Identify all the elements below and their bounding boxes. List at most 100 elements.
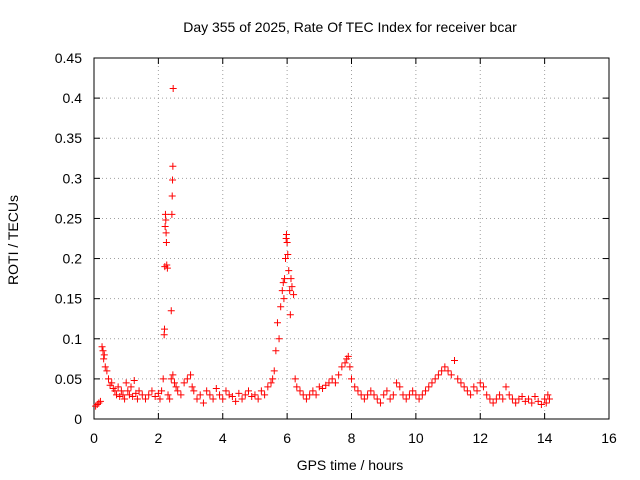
data-point: [122, 379, 130, 387]
y-tick-label: 0.25: [55, 210, 82, 226]
data-point: [290, 291, 298, 299]
data-point: [364, 391, 372, 399]
data-point: [492, 395, 500, 403]
data-point: [425, 383, 433, 391]
data-point: [496, 391, 504, 399]
data-point: [228, 393, 236, 401]
data-point: [116, 393, 124, 401]
data-point: [280, 295, 288, 303]
data-point: [528, 399, 536, 407]
data-point: [145, 391, 153, 399]
data-point: [162, 239, 170, 247]
data-point: [542, 399, 550, 407]
data-point: [108, 379, 116, 387]
data-point: [335, 371, 343, 379]
data-point: [193, 395, 201, 403]
data-point: [169, 162, 177, 170]
data-point: [431, 375, 439, 383]
x-tick-label: 2: [154, 430, 162, 446]
data-point: [238, 395, 246, 403]
data-point: [166, 395, 174, 403]
data-point: [341, 359, 349, 367]
data-point: [261, 391, 269, 399]
y-tick-label: 0.2: [63, 251, 83, 267]
data-point: [508, 395, 516, 403]
data-point: [177, 391, 185, 399]
data-point: [279, 279, 287, 287]
data-point: [104, 375, 112, 383]
data-point: [451, 356, 458, 364]
data-point: [100, 351, 108, 359]
data-point: [156, 395, 164, 403]
data-point: [151, 393, 159, 401]
x-tick-label: 0: [90, 430, 98, 446]
data-point: [470, 383, 478, 391]
data-point: [203, 387, 211, 395]
data-point: [222, 387, 230, 395]
data-point: [161, 222, 169, 230]
data-point: [467, 391, 475, 399]
data-point: [499, 395, 507, 403]
data-point: [241, 391, 249, 399]
data-point: [199, 399, 207, 407]
data-point: [121, 395, 129, 403]
data-point: [162, 229, 170, 237]
data-point: [117, 387, 125, 395]
data-point: [415, 395, 423, 403]
data-point: [248, 393, 256, 401]
data-point: [124, 387, 132, 395]
data-point: [92, 402, 100, 410]
data-point: [348, 375, 355, 383]
data-point: [125, 391, 133, 399]
data-point: [376, 399, 384, 407]
axis-ticks: 0 2 4 6 8 10 12 14 16 0 0.05 0.1 0.15 0.2 0.25 0.3 0.35 0…: [55, 50, 617, 446]
data-point: [463, 387, 471, 395]
data-point: [164, 391, 172, 399]
data-point: [383, 387, 391, 395]
data-point: [282, 230, 290, 238]
data-point: [158, 387, 166, 395]
data-point: [354, 387, 362, 395]
x-tick-label: 10: [408, 430, 424, 446]
data-point: [282, 255, 290, 263]
data-point: [537, 401, 545, 409]
data-point: [278, 287, 286, 295]
data-point: [93, 401, 101, 409]
data-point: [167, 375, 175, 383]
data-point: [277, 303, 285, 311]
data-point: [160, 325, 168, 333]
data-point: [428, 379, 436, 387]
data-point: [170, 379, 178, 387]
data-point: [272, 347, 280, 355]
data-point: [169, 176, 177, 184]
data-point: [531, 393, 539, 401]
data-point: [283, 239, 291, 247]
data-point: [133, 395, 141, 403]
data-point: [163, 261, 171, 269]
data-point: [502, 383, 510, 391]
y-axis-label: ROTI / TECUs: [5, 195, 21, 285]
data-point: [251, 391, 259, 399]
data-point: [422, 387, 430, 395]
data-point: [380, 391, 388, 399]
y-tick-label: 0.3: [63, 170, 83, 186]
data-point: [344, 352, 352, 360]
data-point: [360, 395, 368, 403]
data-point: [405, 391, 413, 399]
data-point: [479, 383, 487, 391]
data-point: [299, 391, 307, 399]
data-point: [216, 391, 224, 399]
data-point: [389, 391, 397, 399]
data-point: [111, 387, 119, 395]
data-point: [418, 391, 426, 399]
data-point: [235, 389, 243, 397]
data-point: [312, 391, 320, 399]
data-point: [518, 393, 526, 401]
data-point: [148, 387, 156, 395]
data-point: [275, 335, 283, 343]
data-point: [100, 355, 108, 363]
data-point: [163, 264, 171, 272]
data-point: [269, 375, 277, 383]
x-axis-label: GPS time / hours: [297, 457, 404, 473]
data-point: [386, 395, 394, 403]
